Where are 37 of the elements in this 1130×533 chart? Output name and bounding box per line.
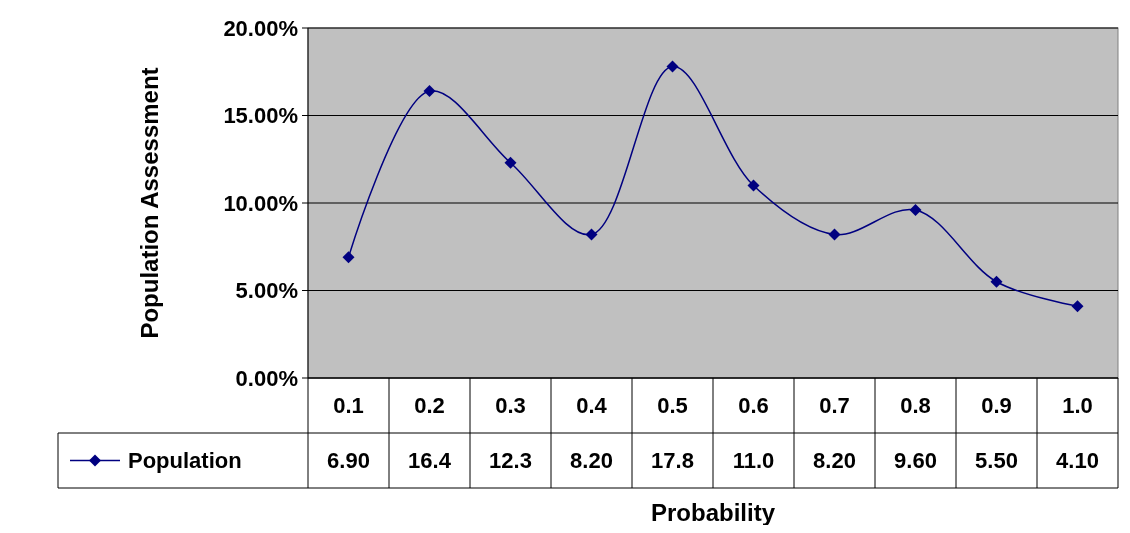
x-tick-label: 0.8 bbox=[900, 393, 931, 419]
y-tick-label: 10.00% bbox=[223, 190, 298, 216]
point bbox=[990, 275, 1003, 288]
data-label: 17.8 bbox=[651, 448, 694, 474]
point bbox=[423, 85, 436, 97]
data-label: 5.50 bbox=[975, 448, 1018, 474]
data-label: 8.20 bbox=[813, 448, 856, 474]
data-label: 4.10 bbox=[1056, 448, 1099, 474]
legend-label: Population bbox=[128, 448, 242, 474]
point bbox=[504, 156, 517, 169]
x-tick-label: 0.2 bbox=[414, 393, 445, 419]
x-tick-label: 0.6 bbox=[738, 393, 769, 419]
point bbox=[342, 251, 355, 264]
point bbox=[909, 204, 922, 216]
data-label: 11.0 bbox=[732, 448, 775, 474]
y-axis-title: Population Assessment bbox=[136, 67, 163, 339]
point bbox=[747, 179, 760, 192]
data-label: 8.20 bbox=[570, 448, 613, 474]
y-tick-label: 15.00% bbox=[223, 103, 298, 129]
point bbox=[585, 228, 598, 241]
point bbox=[666, 60, 679, 73]
data-label: 16.4 bbox=[408, 448, 452, 474]
x-tick-label: 0.1 bbox=[333, 393, 364, 419]
x-tick-label: 0.7 bbox=[819, 393, 850, 419]
x-tick-label: 0.3 bbox=[495, 393, 526, 419]
data-label: 12.3 bbox=[489, 448, 532, 474]
data-label: 9.60 bbox=[894, 448, 937, 474]
y-tick-label: 0.00% bbox=[235, 365, 298, 391]
data-label: 6.90 bbox=[327, 448, 370, 474]
x-tick-label: 0.9 bbox=[981, 393, 1012, 419]
point bbox=[828, 228, 841, 241]
x-tick-label: 0.5 bbox=[657, 393, 688, 419]
y-tick-label: 20.00% bbox=[223, 15, 298, 41]
x-tick-label: 1.0 bbox=[1062, 393, 1093, 419]
point bbox=[1071, 300, 1084, 313]
x-tick-label: 0.4 bbox=[576, 393, 608, 419]
y-tick-label: 5.00% bbox=[235, 278, 298, 304]
